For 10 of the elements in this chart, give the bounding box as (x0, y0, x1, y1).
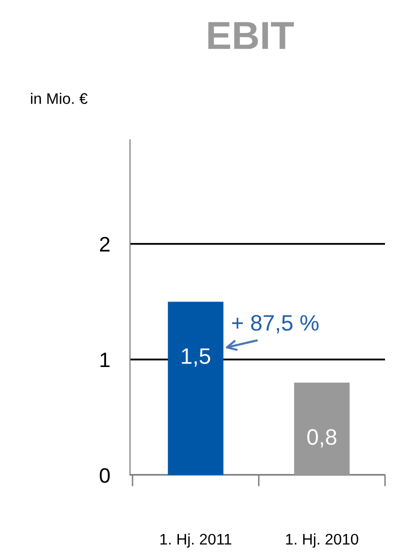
chart-title: EBIT (208, 22, 294, 49)
x-tick-label: 1. Hj. 2011 (160, 533, 232, 548)
data-label: 0,8 (307, 429, 336, 448)
y-tick-label: 2 (100, 236, 110, 252)
y-axis-title: in Mio. € (31, 92, 88, 104)
y-tick-label: 1 (100, 352, 110, 368)
annotation: + 87,5 % (232, 315, 319, 334)
y-tick-label: 0 (100, 468, 110, 483)
data-label: 1,5 (182, 348, 210, 367)
x-tick-label: 1. Hj. 2010 (286, 533, 358, 548)
